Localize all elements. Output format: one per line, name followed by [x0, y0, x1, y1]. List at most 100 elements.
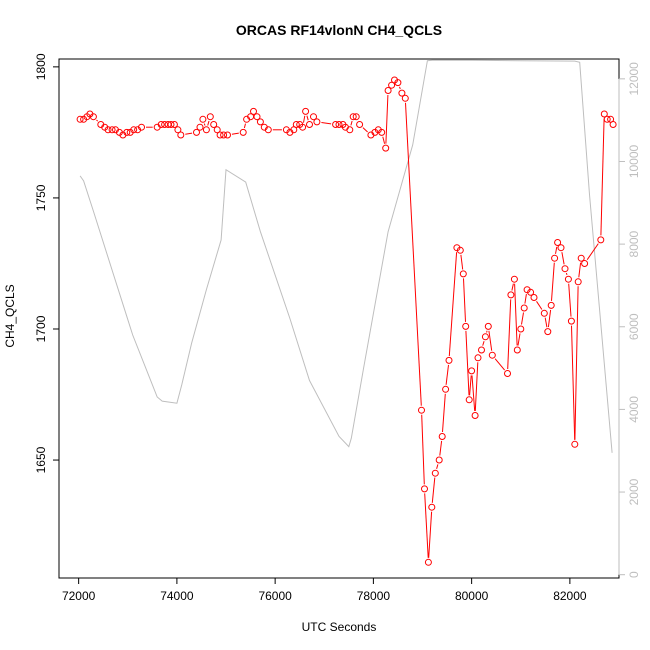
ch4-line-segment: [231, 132, 239, 135]
ch4-line-segment: [439, 440, 443, 456]
ch4-point: [609, 121, 617, 128]
y2-tick-label: 10000: [627, 144, 641, 178]
ch4-line-segment: [474, 362, 479, 412]
ch4-point: [513, 346, 521, 354]
ch4-point: [349, 113, 357, 121]
ch4-point: [89, 113, 97, 121]
ch4-line-segment: [382, 136, 386, 144]
ch4-point: [507, 291, 515, 299]
ch4-line-segment: [350, 120, 353, 126]
ch4-point: [210, 121, 218, 128]
ch4-point: [193, 128, 200, 136]
ch4-point: [577, 254, 585, 262]
ch4-point: [456, 246, 464, 254]
ch4-line-segment: [578, 262, 582, 278]
series-layer: [76, 59, 617, 566]
ch4-line-segment: [571, 325, 576, 440]
ch4-point: [424, 558, 432, 566]
ch4-point: [157, 121, 165, 128]
x-tick-label: 72000: [62, 589, 96, 603]
ch4-point: [216, 131, 224, 139]
ch4-point: [442, 385, 450, 393]
ch4-line-segment: [482, 341, 485, 346]
ch4-point: [356, 121, 364, 128]
x-tick-label: 78000: [357, 589, 391, 603]
ch4-line-segment: [568, 283, 572, 317]
y2-tick-label: 12000: [627, 62, 641, 96]
ch4-point: [564, 275, 572, 283]
x-axis-label: UTC Seconds: [302, 620, 377, 634]
ch4-line-segment: [442, 393, 446, 433]
x-tick-label: 74000: [160, 589, 194, 603]
ch4-point: [459, 270, 467, 278]
ch4-point: [138, 123, 145, 131]
chart-title: ORCAS RF14vlonN CH4_QCLS: [236, 22, 442, 38]
plot-frame: [58, 58, 620, 579]
ch4-point: [481, 333, 489, 341]
ch4-line-segment: [463, 278, 466, 322]
ch4-line-segment: [399, 86, 401, 90]
ch4-point: [557, 244, 565, 252]
ch4-point: [468, 367, 476, 375]
ch4-line-segment: [561, 252, 565, 265]
ch4-point: [465, 396, 473, 404]
ch4-point: [435, 456, 443, 464]
ch4-point: [313, 118, 321, 126]
ch4-point: [421, 485, 428, 493]
ch4-point: [302, 107, 310, 115]
y2-tick-label: 0: [627, 571, 641, 578]
ch4-point: [123, 128, 131, 136]
altitude-line: [79, 59, 613, 453]
ch4-point: [418, 406, 425, 414]
ch4-line-segment: [362, 127, 368, 133]
ch4-line-segment: [536, 301, 543, 310]
y2-axis: 0 2000 4000 6000 8000 10000 12000: [618, 62, 641, 578]
y-tick-label: 1700: [34, 315, 48, 342]
ch4-point: [401, 94, 409, 102]
ch4-point: [504, 370, 511, 377]
ch4-line-segment: [551, 262, 555, 301]
ch4-line-segment: [243, 123, 246, 129]
ch4-point: [220, 131, 228, 139]
ch4-line-segment: [586, 243, 599, 260]
ch4-line-segment: [521, 312, 524, 325]
ch4-point: [398, 89, 406, 97]
ch4-point: [76, 115, 84, 123]
ch4-line-segment: [544, 317, 548, 328]
ch4-point: [428, 503, 436, 511]
ch4-line-segment: [494, 358, 505, 371]
ch4-line-segment: [185, 132, 193, 135]
ch4-point: [431, 469, 439, 477]
ch4-point: [378, 128, 386, 136]
ch4-point: [224, 131, 231, 139]
ch4-line-segment: [460, 254, 464, 270]
y-tick-label: 1650: [34, 446, 48, 473]
ch4-line-segment: [507, 299, 512, 370]
ch4-point: [394, 79, 402, 87]
ch4-point: [310, 113, 317, 121]
x-tick-label: 76000: [258, 589, 292, 603]
plot-box: [58, 58, 620, 579]
ch4-point: [250, 107, 257, 115]
ch4-point: [388, 81, 396, 89]
ch4-point: [196, 123, 204, 131]
ch4-line-segment: [321, 122, 332, 125]
ch4-point: [384, 87, 392, 94]
ch4-point: [170, 121, 178, 128]
ch4-point: [253, 113, 261, 121]
ch4-line-segment: [514, 283, 518, 346]
ch4-point: [462, 322, 470, 330]
ch4-line-segment: [565, 272, 568, 276]
y2-tick-label: 8000: [627, 230, 641, 257]
ch4-point: [202, 126, 210, 134]
ch4-line-segment: [511, 283, 514, 291]
ch4-point: [567, 317, 575, 325]
ch4-point: [346, 126, 354, 134]
ch4-line-segment: [486, 330, 488, 333]
x-axis: 72000 74000 76000 78000 80000 82000: [62, 577, 587, 603]
y-axis-label: CH4_QCLS: [3, 284, 17, 347]
ch4-point: [527, 288, 535, 296]
y2-tick-label: 2000: [627, 478, 641, 505]
ch4-line-segment: [428, 511, 433, 558]
ch4-line-segment: [448, 252, 458, 357]
